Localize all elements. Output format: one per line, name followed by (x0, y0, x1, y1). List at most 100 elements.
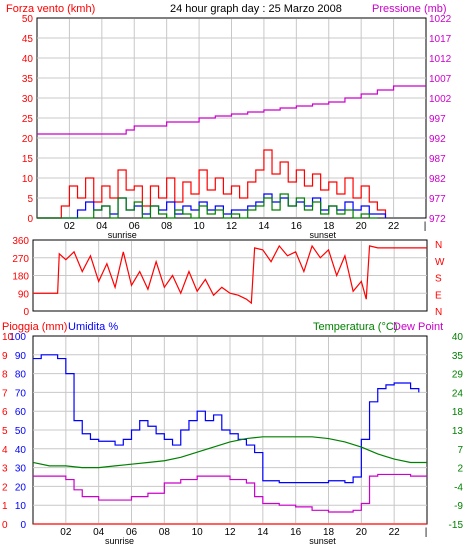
pressure-tick-label: 992 (429, 134, 446, 145)
pressure-tick-label: 997 (429, 114, 446, 125)
series-wind_min (37, 193, 378, 219)
direction-tick-label: 90 (18, 289, 30, 300)
wind-tick-label: 30 (22, 94, 34, 105)
wind-tick-label: 25 (22, 114, 34, 125)
sunset-label: sunset (309, 230, 336, 240)
direction-tick-label: 180 (12, 272, 29, 283)
wind-tick-label: 15 (22, 154, 34, 165)
wind-tick-label: 50 (22, 14, 34, 25)
hour-tick-label: 08 (159, 527, 171, 538)
hour-tick-label: 18 (323, 221, 335, 232)
wind-tick-label: 5 (27, 194, 33, 205)
sunrise-label: sunrise (105, 536, 134, 546)
compass-label: N (435, 240, 442, 251)
humidity-tick-label: 20 (15, 482, 27, 493)
temperature-tick-label: 29 (452, 370, 464, 381)
rain-axis-title: Pioggia (mm) (2, 321, 67, 333)
compass-label: N (435, 307, 442, 318)
direction-tick-label: 360 (12, 236, 29, 247)
humidity-tick-label: 90 (15, 351, 27, 362)
sunset-label: sunset (309, 536, 336, 546)
rain-tick-label: 6 (2, 407, 8, 418)
wind-tick-label: 20 (22, 134, 34, 145)
temperature-tick-label: 40 (452, 332, 464, 343)
pressure-tick-label: 1017 (429, 34, 452, 45)
humidity-tick-label: 80 (15, 370, 27, 381)
rain-tick-label: 8 (2, 370, 8, 381)
hour-tick-label: 04 (93, 527, 105, 538)
pressure-axis-title: Pressione (mb) (372, 3, 447, 15)
wind-axis-title: Forza vento (kmh) (6, 3, 95, 15)
chart-title: 24 hour graph day : 25 Marzo 2008 (170, 3, 342, 15)
hour-tick-label: 02 (60, 527, 72, 538)
wind-tick-label: 0 (27, 214, 33, 225)
humidity-axis-title: Umidita % (68, 321, 118, 333)
temperature-tick-label: 7 (457, 445, 463, 456)
series-dewpoint (33, 473, 427, 513)
compass-label: S (435, 274, 442, 285)
dewpoint-axis-title: Dew Point (393, 321, 443, 333)
hour-tick-label: 10 (194, 221, 206, 232)
temperature-tick-label: -9 (454, 501, 463, 512)
humidity-tick-label: 0 (20, 520, 26, 531)
rain-tick-label: 5 (2, 426, 8, 437)
pressure-tick-label: 1012 (429, 54, 452, 65)
temperature-tick-label: 2 (457, 464, 463, 475)
temperature-tick-label: -4 (454, 482, 463, 493)
pressure-tick-label: 972 (429, 214, 446, 225)
pressure-tick-label: 1007 (429, 74, 452, 85)
hour-tick-label: 20 (356, 527, 368, 538)
hour-tick-label: 18 (323, 527, 335, 538)
hour-tick-label: 20 (356, 221, 368, 232)
compass-label: W (435, 257, 445, 268)
direction-tick-label: 270 (12, 254, 29, 265)
rain-tick-label: 10 (2, 332, 14, 343)
temperature-axis-title: Temperatura (°C) (313, 321, 397, 333)
humidity-tick-label: 30 (15, 464, 27, 475)
humidity-tick-label: 70 (15, 388, 27, 399)
wind-tick-label: 45 (22, 34, 34, 45)
sunrise-label: sunrise (108, 230, 137, 240)
rain-tick-label: 1 (2, 501, 8, 512)
pressure-tick-label: 982 (429, 174, 446, 185)
axis-end-mark: | (424, 221, 427, 232)
temperature-tick-label: 18 (452, 407, 464, 418)
wind-tick-label: 35 (22, 74, 34, 85)
hour-tick-label: 06 (126, 527, 138, 538)
hour-tick-label: 16 (291, 221, 303, 232)
pressure-tick-label: 987 (429, 154, 446, 165)
series-direction (33, 244, 427, 305)
humidity-tick-label: 60 (15, 407, 27, 418)
series-humidity (33, 354, 420, 484)
hour-tick-label: 06 (129, 221, 141, 232)
temperature-tick-label: -15 (449, 520, 464, 531)
humidity-tick-label: 100 (9, 332, 26, 343)
hour-tick-label: 04 (96, 221, 108, 232)
hour-tick-label: 02 (64, 221, 76, 232)
rain-tick-label: 3 (2, 464, 8, 475)
series-gust (37, 149, 387, 219)
wind-tick-label: 40 (22, 54, 34, 65)
humidity-tick-label: 40 (15, 445, 27, 456)
pressure-tick-label: 977 (429, 194, 446, 205)
humidity-tick-label: 10 (15, 501, 27, 512)
temperature-tick-label: 24 (452, 388, 464, 399)
rain-tick-label: 9 (2, 351, 8, 362)
compass-label: E (435, 290, 442, 301)
hour-tick-label: 22 (389, 527, 401, 538)
rain-tick-label: 7 (2, 388, 8, 399)
hour-tick-label: 12 (224, 527, 236, 538)
rain-tick-label: 2 (2, 482, 8, 493)
hour-tick-label: 12 (226, 221, 238, 232)
hour-tick-label: 22 (388, 221, 400, 232)
rain-tick-label: 0 (2, 520, 8, 531)
hour-tick-label: 14 (258, 221, 270, 232)
wind-tick-label: 10 (22, 174, 34, 185)
temperature-tick-label: 35 (452, 351, 464, 362)
series-pressure (37, 85, 426, 135)
series-layer (32, 85, 427, 525)
axis-end-mark: | (425, 527, 428, 538)
pressure-tick-label: 1022 (429, 14, 452, 25)
